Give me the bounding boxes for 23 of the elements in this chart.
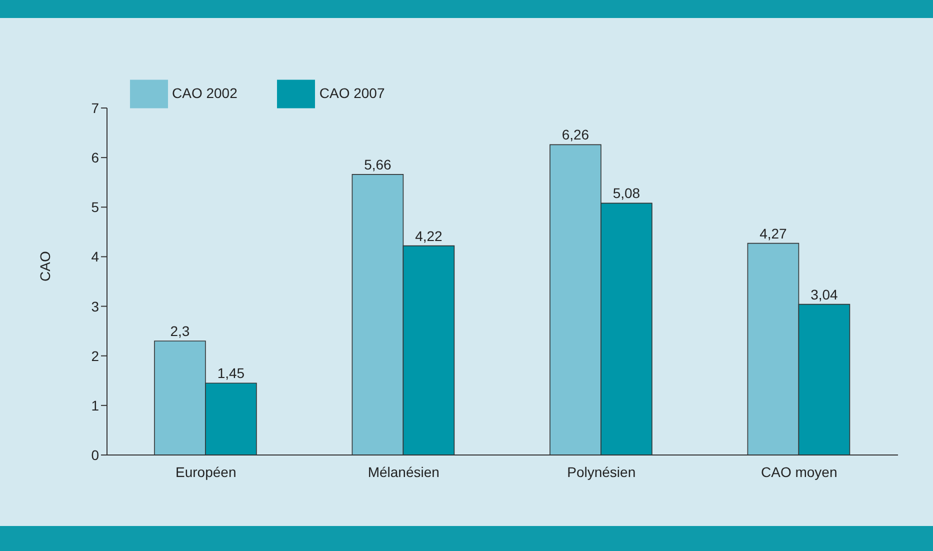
legend-label: CAO 2002	[172, 84, 238, 101]
y-tick-label: 6	[91, 150, 100, 166]
x-tick-label: CAO moyen	[761, 464, 838, 480]
legend-label: CAO 2007	[319, 84, 385, 101]
data-label: 2,3	[170, 322, 190, 339]
x-tick-label: Polynésien	[567, 464, 636, 480]
data-label: 5,66	[364, 156, 392, 172]
x-tick-label: Mélanésien	[368, 464, 440, 480]
data-label: 6,26	[562, 126, 590, 143]
y-tick-label: 5	[91, 199, 100, 216]
y-tick-label: 2	[91, 348, 100, 364]
y-tick-label: 1	[91, 397, 100, 414]
y-tick-label: 7	[91, 100, 100, 116]
data-label: 4,27	[760, 225, 788, 242]
y-tick-label: 4	[91, 248, 100, 265]
data-label: 5,08	[612, 185, 640, 202]
y-tick-label: 0	[91, 446, 100, 463]
data-label: 1,45	[217, 365, 245, 382]
data-label: 4,22	[415, 228, 443, 244]
y-axis-title: CAO	[36, 251, 53, 282]
y-tick-label: 3	[91, 298, 100, 314]
data-label: 3,04	[810, 286, 838, 302]
x-tick-label: Européen	[176, 464, 236, 480]
